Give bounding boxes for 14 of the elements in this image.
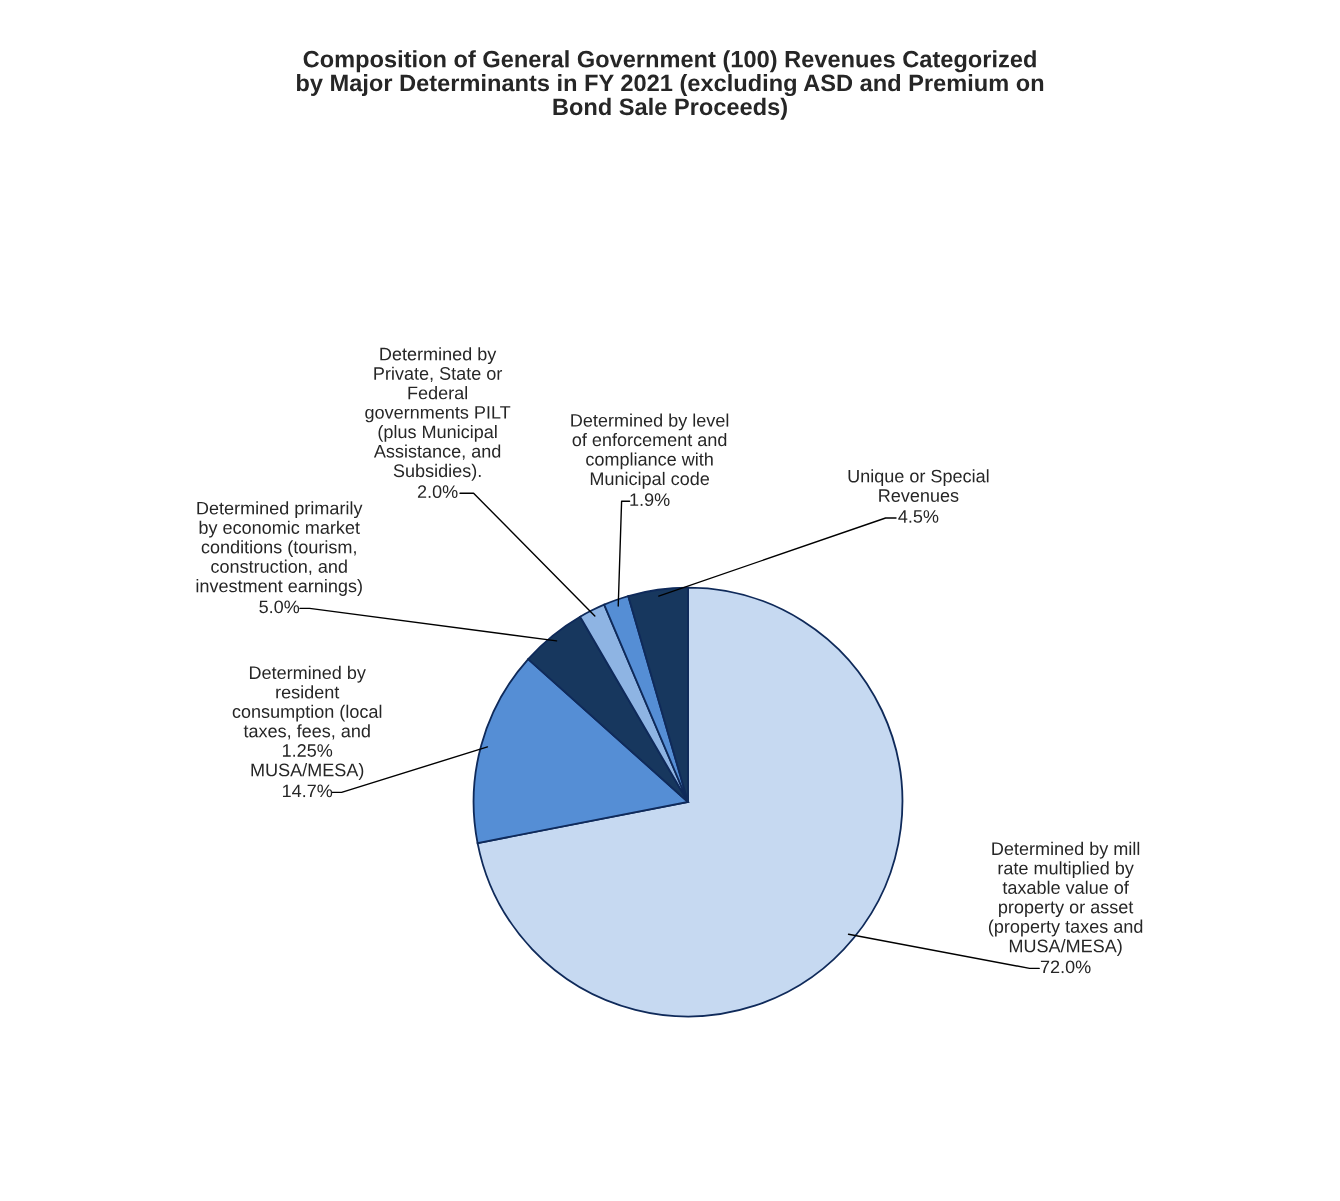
slice-label: Determined primarily by economic market conditions (tourism, construction, and investment earnings): [196, 501, 363, 596]
slice-label: Determined by level of enforcement and compliance with Municipal code: [571, 413, 729, 489]
data-label: 14.7%: [282, 784, 333, 798]
chart-title: Composition of General Government (100) Revenues Categorized by Major Determinants in FY 2021 (excluding ASD and Premium on Bond Sale Proceeds): [296, 50, 1044, 120]
slice-label: Determined by mill rate multiplied by taxable value of property or asset (property taxes and MUSA/MESA): [988, 841, 1143, 956]
data-label: 1.9%: [630, 493, 670, 507]
data-label: 4.5%: [898, 510, 939, 523]
data-label: 5.0%: [259, 600, 300, 614]
slice-label: Unique or Special Revenues: [848, 469, 989, 502]
data-label: 2.0%: [417, 485, 458, 499]
slice-label: Determined by Private, State or Federal governments PILT (plus Municipal Assistance, and Subsidies).: [365, 347, 511, 481]
data-label: 72.0%: [1040, 960, 1091, 974]
slice-label: Determined by resident consumption (local taxes, fees, and 1.25% MUSA/MESA): [232, 665, 382, 780]
pie-slice: [476, 586, 904, 1018]
